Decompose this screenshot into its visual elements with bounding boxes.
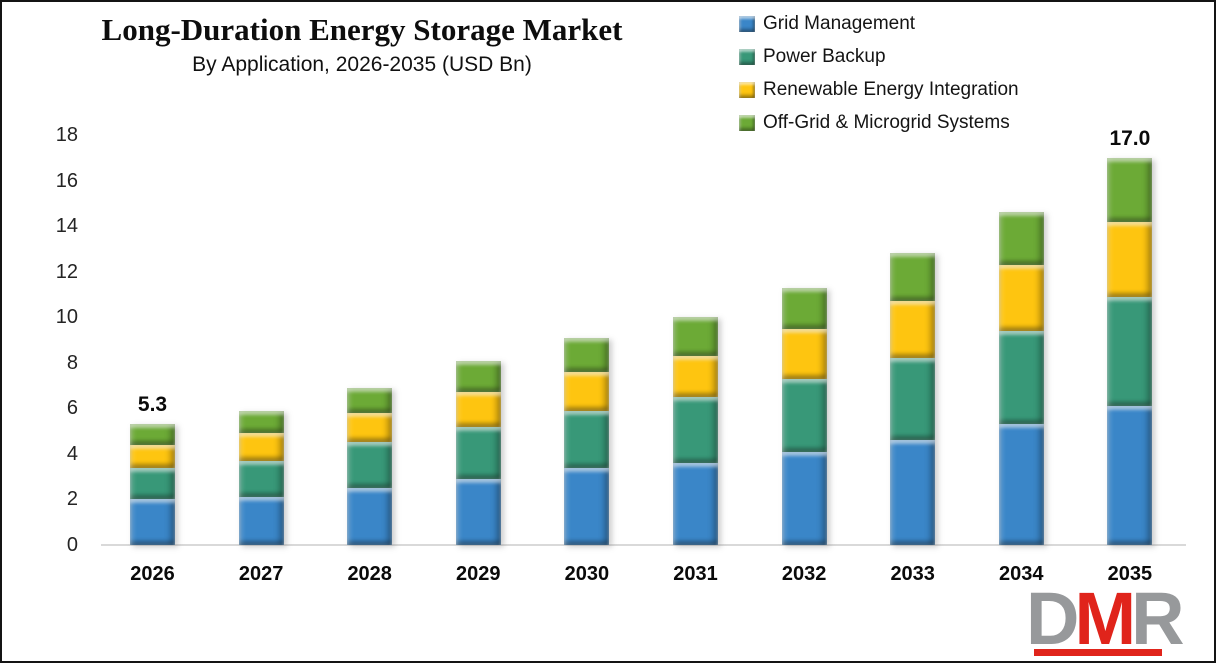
y-tick-label: 12 [55, 260, 78, 283]
x-tick-label: 2028 [347, 563, 392, 585]
bar-segment-off-grid-microgrid-systems [781, 287, 827, 329]
legend-item-label: Grid Management [763, 12, 916, 34]
bar-2027 [238, 410, 284, 545]
dmr-watermark-logo: DMR [1026, 582, 1210, 661]
bar-segment-grid-management [347, 488, 393, 545]
bar-segment-grid-management [238, 497, 284, 545]
x-tick-label: 2032 [781, 563, 827, 585]
legend-item: Renewable Energy Integration [739, 73, 1019, 106]
bar-2030 [564, 337, 610, 545]
legend: Grid Management Power Backup Renewable Ene… [739, 7, 1019, 139]
chart-subtitle: By Application, 2026-2035 (USD Bn) [192, 52, 532, 76]
x-tick-label: 2029 [456, 563, 501, 585]
bar-2032 [781, 287, 827, 545]
y-tick-label: 18 [55, 124, 78, 146]
chart-title: Long-Duration Energy Storage Market [101, 12, 623, 47]
y-tick-label: 2 [66, 488, 78, 511]
bar-segment-grid-management [455, 478, 501, 545]
y-tick-label: 6 [66, 397, 78, 420]
bar-segment-off-grid-microgrid-systems [455, 360, 501, 393]
legend-item-label: Renewable Energy Integration [763, 78, 1019, 100]
bar-segment-grid-management [998, 424, 1044, 545]
bar-value-label: 5.3 [137, 393, 168, 417]
y-tick-label: 4 [66, 442, 78, 465]
bar-segment-grid-management [1107, 406, 1153, 545]
bar-segment-renewable-energy-integration [998, 264, 1044, 331]
bar-2026 [130, 424, 175, 545]
legend-item-label: Power Backup [763, 45, 886, 67]
bar-segment-power-backup [564, 410, 610, 468]
legend-item: Grid Management [739, 7, 1019, 40]
legend-swatch-icon [739, 81, 755, 98]
bar-2034 [998, 212, 1044, 545]
bar-segment-power-backup [238, 460, 284, 498]
bar-segment-renewable-energy-integration [673, 355, 718, 397]
bar-segment-renewable-energy-integration [455, 392, 501, 427]
y-tick-label: 0 [66, 534, 78, 556]
bar-2028 [347, 387, 393, 545]
x-tick-label: 2034 [999, 563, 1044, 585]
bar-segment-grid-management [673, 462, 718, 545]
bar-segment-renewable-energy-integration [238, 433, 284, 461]
bar-segment-off-grid-microgrid-systems [890, 253, 936, 302]
bar-segment-power-backup [890, 358, 936, 441]
logo-letter: M [1074, 577, 1136, 660]
x-tick-label: 2027 [238, 563, 284, 585]
bar-segment-off-grid-microgrid-systems [998, 212, 1044, 265]
logo-letter: D [1026, 577, 1080, 660]
chart-header: Long-Duration Energy Storage Market By A… [24, 12, 700, 77]
bar-segment-power-backup [673, 396, 718, 463]
y-tick-label: 8 [66, 351, 78, 374]
bar-segment-grid-management [781, 451, 827, 545]
bar-segment-power-backup [130, 467, 175, 500]
bar-segment-power-backup [781, 378, 827, 452]
x-tick-label: 2033 [890, 563, 935, 585]
bar-value-label: 17.0 [1109, 126, 1151, 150]
y-tick-label: 10 [55, 306, 78, 329]
bar-segment-grid-management [564, 467, 610, 545]
legend-item: Power Backup [739, 40, 1019, 73]
bar-segment-renewable-energy-integration [347, 412, 393, 443]
legend-swatch-icon [739, 15, 755, 32]
bar-segment-renewable-energy-integration [781, 328, 827, 379]
legend-item-label: Off-Grid & Microgrid Systems [763, 111, 1010, 133]
bar-2029 [455, 360, 501, 546]
logo-letter: R [1131, 577, 1185, 660]
bar-2033 [890, 253, 936, 545]
bar-segment-off-grid-microgrid-systems [564, 337, 610, 372]
bar-segment-off-grid-microgrid-systems [238, 410, 284, 434]
bar-2031 [673, 317, 718, 545]
bar-segment-off-grid-microgrid-systems [1107, 157, 1153, 222]
bar-segment-grid-management [890, 440, 936, 545]
bar-segment-renewable-energy-integration [564, 371, 610, 411]
bar-segment-power-backup [1107, 296, 1153, 407]
y-tick-label: 16 [55, 169, 78, 192]
x-tick-label: 2026 [130, 563, 175, 585]
bar-segment-renewable-energy-integration [890, 301, 936, 359]
bar-segment-off-grid-microgrid-systems [130, 424, 175, 445]
bar-segment-off-grid-microgrid-systems [347, 387, 393, 413]
bar-segment-off-grid-microgrid-systems [673, 317, 718, 356]
bar-segment-power-backup [455, 426, 501, 479]
bar-segment-power-backup [998, 330, 1044, 425]
x-tick-label: 2030 [564, 563, 610, 585]
legend-item: Off-Grid & Microgrid Systems [739, 106, 1019, 139]
legend-swatch-icon [739, 48, 755, 65]
bar-segment-renewable-energy-integration [1107, 221, 1153, 297]
x-tick-label: 2031 [673, 563, 718, 585]
y-tick-label: 14 [55, 215, 78, 238]
x-axis-line [101, 544, 1186, 546]
bar-segment-power-backup [347, 442, 393, 489]
logo-letters: DMR [1026, 582, 1185, 656]
legend-swatch-icon [739, 114, 755, 131]
logo-red-bar [1034, 649, 1162, 656]
bar-segment-renewable-energy-integration [130, 444, 175, 468]
x-tick-label: 2035 [1107, 563, 1153, 585]
bar-2035 [1107, 157, 1153, 545]
bar-segment-grid-management [130, 499, 175, 545]
